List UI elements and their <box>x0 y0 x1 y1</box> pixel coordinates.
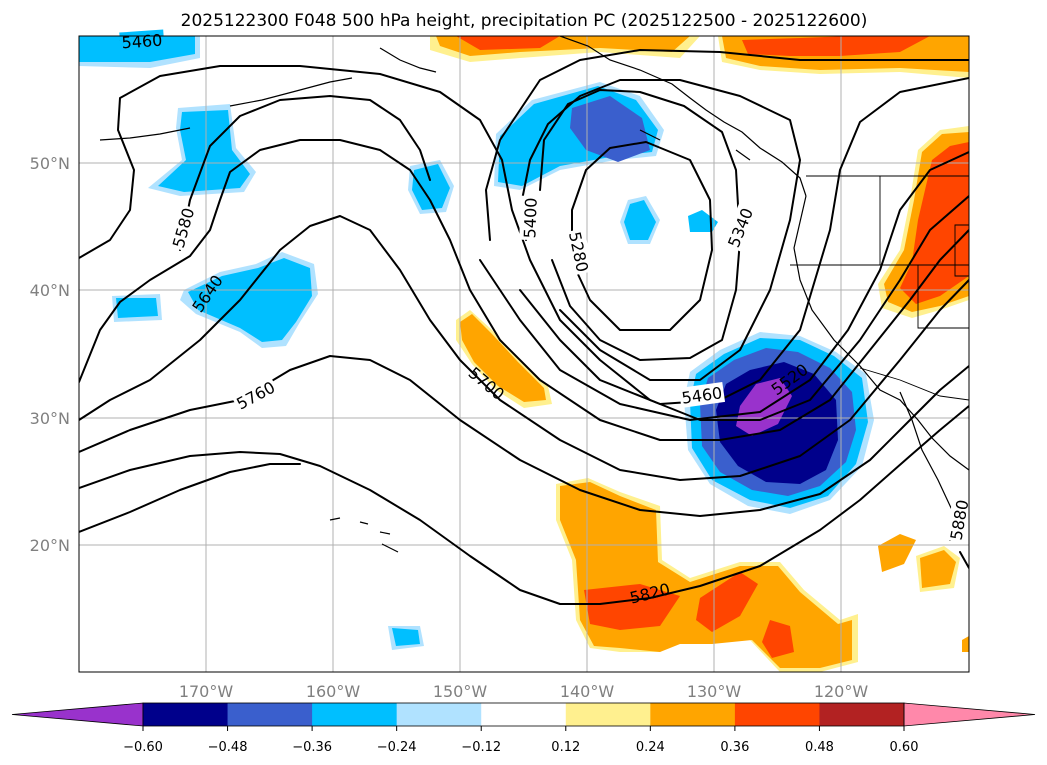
lon-label-130w: 130°W <box>687 682 742 701</box>
contour-5460 <box>485 49 969 405</box>
graticule <box>79 36 969 672</box>
contour-5580 <box>79 65 969 421</box>
precip-pos-central <box>456 310 552 408</box>
colorbar-extend-min <box>11 702 144 727</box>
contour-5400 <box>521 79 801 381</box>
lon-label-160w: 160°W <box>306 682 361 701</box>
precip-pos-south <box>556 478 969 672</box>
lon-label-140w: 140°W <box>560 682 615 701</box>
colorbar-segment <box>819 703 905 726</box>
precip-neg-california-low <box>684 332 874 514</box>
colorbar: −0.60 −0.48 −0.36 −0.24 −0.12 0.12 0.24 0.36 0.4… <box>11 702 1036 755</box>
contour-label-5460-north: 5460 <box>121 31 163 53</box>
colorbar-tick-label: −0.24 <box>377 740 417 755</box>
colorbar-segment <box>650 703 736 726</box>
colorbar-tick-label: −0.36 <box>292 740 332 755</box>
lat-label-20n: 20°N <box>30 536 70 555</box>
colorbar-segment <box>312 703 398 726</box>
contour-5340 <box>539 89 741 361</box>
contour-label-5400: 5400 <box>520 197 540 238</box>
contour-5700 <box>79 215 969 481</box>
precip-pos-pacific-nw <box>878 126 969 318</box>
lon-label-150w: 150°W <box>433 682 488 701</box>
lat-label-30n: 30°N <box>30 409 70 428</box>
contour-5820 <box>79 405 969 605</box>
colorbar-tick-label: 0.36 <box>720 740 749 755</box>
colorbar-tick-label: −0.48 <box>208 740 248 755</box>
lat-label-50n: 50°N <box>30 154 70 173</box>
colorbar-segment <box>143 703 229 726</box>
precip-pos-north <box>430 36 969 78</box>
colorbar-extend-max <box>903 702 1036 727</box>
colorbar-segment <box>481 703 567 726</box>
colorbar-tick-label: −0.60 <box>123 740 163 755</box>
colorbar-segment <box>227 703 313 726</box>
lon-label-120w: 120°W <box>814 682 869 701</box>
colorbar-segment <box>396 703 482 726</box>
colorbar-segment <box>734 703 820 726</box>
lat-label-40n: 40°N <box>30 281 70 300</box>
precip-neg-hawaii-west <box>180 252 318 348</box>
borders <box>790 175 969 401</box>
precip-neg-small-blobs <box>112 196 718 650</box>
longitude-labels: 170°W 160°W 150°W 140°W 130°W 120°W <box>179 682 869 701</box>
lon-label-170w: 170°W <box>179 682 234 701</box>
precip-neg-central <box>408 160 454 214</box>
height-contours <box>79 49 969 605</box>
map-frame <box>78 35 970 673</box>
colorbar-tick-label: 0.48 <box>805 740 834 755</box>
colorbar-tick-label: 0.24 <box>636 740 665 755</box>
precip-neg-nw-alaska <box>79 36 200 68</box>
contour-5520 <box>179 95 969 421</box>
colorbar-segment <box>565 703 651 726</box>
colorbar-outline <box>142 702 905 727</box>
colorbar-tick-label: 0.60 <box>890 740 919 755</box>
colorbar-tick-label: −0.12 <box>461 740 501 755</box>
colorbar-tick-label: 0.12 <box>551 740 580 755</box>
contour-5640 <box>79 139 969 441</box>
contour-5280 <box>571 141 713 331</box>
chart-title: 2025122300 F048 500 hPa height, precipit… <box>181 11 868 31</box>
latitude-labels: 50°N 40°N 30°N 20°N <box>30 154 70 555</box>
